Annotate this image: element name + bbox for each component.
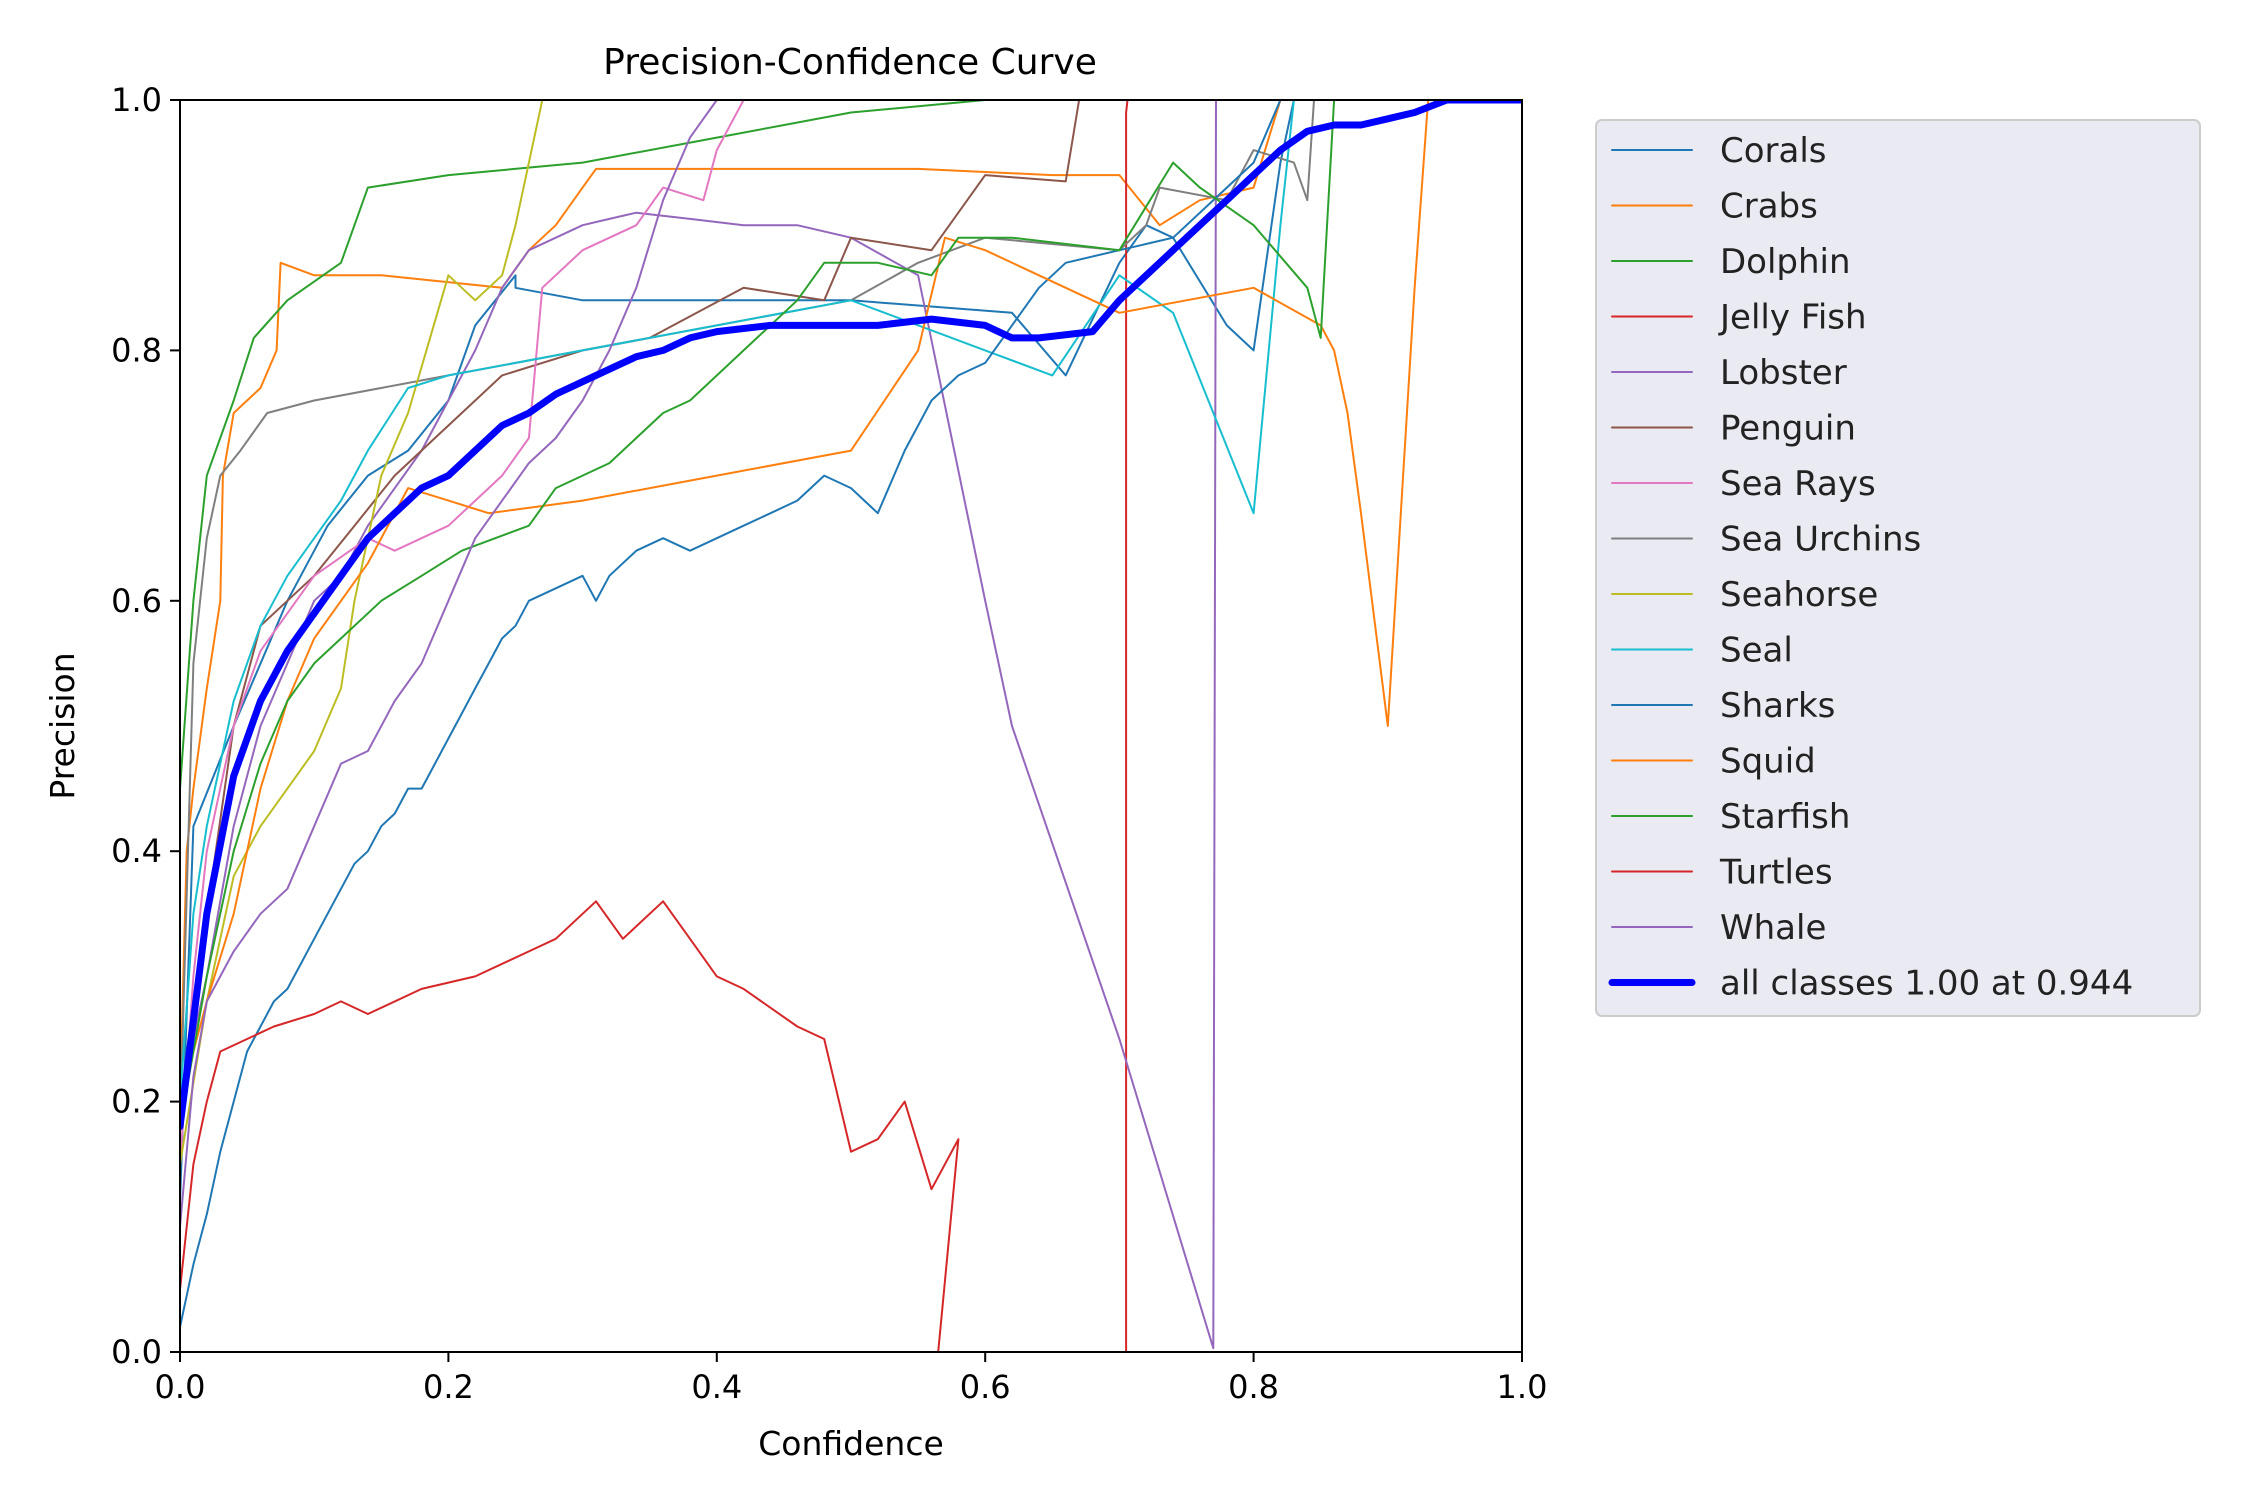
series-line-turtles (180, 900, 960, 1352)
legend-label: all classes 1.00 at 0.944 (1720, 964, 2133, 1004)
y-tick-label: 0.6 (111, 582, 162, 620)
x-tick-label: 0.4 (691, 1368, 742, 1406)
legend-label: Penguin (1720, 409, 1856, 449)
legend-label: Lobster (1720, 353, 1847, 393)
y-tick-label: 0.2 (111, 1083, 162, 1121)
legend-label: Dolphin (1720, 242, 1851, 282)
legend-label: Starfish (1720, 797, 1850, 837)
series-line-sea-rays (180, 100, 745, 1166)
x-tick-label: 0.8 (1228, 1368, 1279, 1406)
y-tick-label: 0.4 (111, 832, 162, 870)
legend-entries: Corals Crabs Dolphin Jelly Fish Lobster Pengu… (1608, 131, 2133, 1004)
legend-label: Sea Urchins (1720, 520, 1921, 560)
x-axis-label: Confidence (758, 1424, 944, 1463)
series-line-squid (180, 100, 1430, 1103)
series-line-lobster (180, 100, 1217, 1350)
legend-label: Seal (1720, 631, 1793, 671)
x-tick-label: 0.6 (960, 1368, 1011, 1406)
legend-box (1595, 119, 2201, 1017)
series-line-corals (180, 100, 1295, 1203)
legend-label: Jelly Fish (1718, 298, 1867, 338)
series-line-penguin (180, 100, 1081, 1128)
y-axis-label: Precision (43, 652, 82, 799)
x-tick-label: 0.0 (155, 1368, 206, 1406)
x-tick-label: 1.0 (1497, 1368, 1548, 1406)
series-line-seal (180, 100, 1295, 1103)
y-tick-label: 0.0 (111, 1333, 162, 1371)
legend-label: Turtles (1719, 853, 1833, 893)
plot-frame (179, 99, 1523, 1353)
x-tick-label: 0.2 (423, 1368, 474, 1406)
y-tick-label: 0.8 (111, 331, 162, 369)
y-axis-ticks: 0.0 0.2 0.4 0.6 0.8 1.0 (111, 81, 180, 1371)
series-line-all-classes-1-00-at-0-944 (180, 100, 1522, 1131)
series-line-starfish (180, 100, 1336, 1128)
legend-label: Seahorse (1720, 575, 1878, 615)
series-line-dolphin (180, 100, 987, 790)
legend-label: Squid (1720, 742, 1816, 782)
series-line-jelly-fish (180, 100, 1129, 1352)
legend-label: Crabs (1720, 187, 1818, 227)
series-line-whale (180, 100, 718, 1228)
legend-label: Whale (1720, 908, 1826, 948)
legend: Corals Crabs Dolphin Jelly Fish Lobster Pengu… (1595, 119, 2201, 1017)
legend-label: Corals (1720, 131, 1827, 171)
series-line-sharks (180, 100, 1282, 1328)
series-line-seahorse (180, 100, 544, 1166)
y-tick-label: 1.0 (111, 81, 162, 119)
legend-label: Sharks (1720, 686, 1835, 726)
chart-title: Precision-Confidence Curve (603, 42, 1097, 83)
series-layer (180, 100, 1522, 1352)
legend-label: Sea Rays (1720, 464, 1876, 504)
x-axis-ticks: 0.0 0.2 0.4 0.6 0.8 1.0 (155, 1352, 1548, 1406)
